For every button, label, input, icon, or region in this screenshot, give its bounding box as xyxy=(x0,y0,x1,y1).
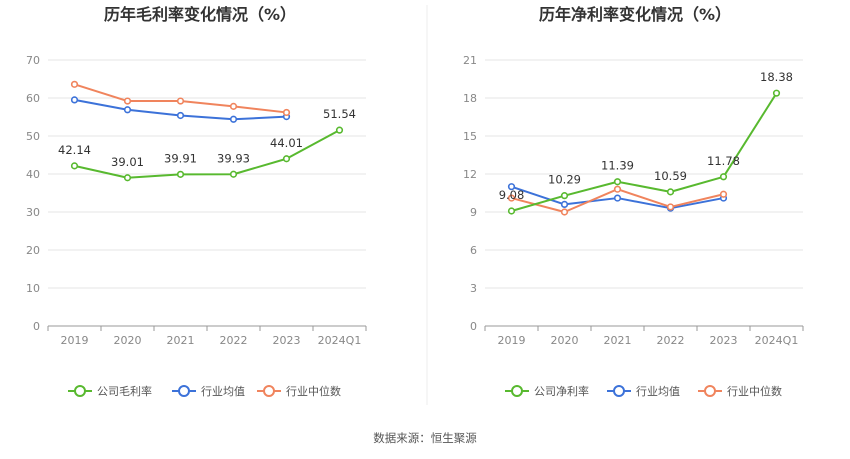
data-point-company xyxy=(123,174,132,182)
y-tick-label: 9 xyxy=(470,206,477,219)
legend-label: 公司毛利率 xyxy=(97,384,152,398)
data-label: 42.14 xyxy=(58,143,91,157)
y-tick-label: 60 xyxy=(26,92,40,105)
series-line-company xyxy=(74,129,340,179)
y-tick-label: 0 xyxy=(33,320,40,333)
data-point-industry_avg xyxy=(613,194,622,202)
x-tick-label: 2020 xyxy=(114,334,142,347)
data-point-industry_median xyxy=(176,97,185,105)
data-label: 18.38 xyxy=(760,70,793,84)
data-point-industry_median xyxy=(282,108,291,117)
data-point-company xyxy=(70,162,79,170)
x-tick-label: 2022 xyxy=(220,334,248,347)
data-point-industry_avg xyxy=(70,96,79,104)
data-point-company xyxy=(282,155,291,163)
x-tick-label: 2022 xyxy=(657,334,685,347)
legend-label: 行业均值 xyxy=(636,385,680,398)
data-label: 11.78 xyxy=(707,154,740,168)
y-tick-label: 3 xyxy=(470,282,477,295)
x-tick-label: 2019 xyxy=(498,334,526,347)
y-tick-label: 10 xyxy=(26,282,40,295)
y-tick-label: 30 xyxy=(26,206,40,219)
data-point-industry_avg xyxy=(560,200,569,208)
data-point-industry_median xyxy=(507,194,516,202)
legend-swatch-marker xyxy=(511,385,523,397)
data-point-industry_median xyxy=(123,97,132,105)
y-tick-label: 18 xyxy=(463,92,477,105)
y-tick-label: 0 xyxy=(470,320,477,333)
data-point-company xyxy=(335,126,344,134)
data-point-industry_avg xyxy=(176,111,185,120)
y-tick-label: 50 xyxy=(26,130,40,143)
data-point-company xyxy=(719,173,728,181)
legend-label: 行业中位数 xyxy=(727,384,782,398)
data-point-industry_median xyxy=(719,190,728,198)
data-point-industry_median xyxy=(70,80,79,88)
data-label: 39.01 xyxy=(111,155,144,169)
data-label: 39.93 xyxy=(217,151,250,165)
data-point-company xyxy=(666,188,675,196)
chart-title: 历年毛利率变化情况（%） xyxy=(104,5,296,24)
data-point-company xyxy=(560,192,569,200)
legend-label: 公司净利率 xyxy=(534,384,589,398)
data-point-industry_median xyxy=(560,208,569,216)
x-tick-label: 2023 xyxy=(273,334,301,347)
data-source: 数据来源：恒生聚源 xyxy=(373,431,477,445)
y-tick-label: 21 xyxy=(463,54,477,67)
data-label: 39.91 xyxy=(164,151,197,165)
x-tick-label: 2021 xyxy=(604,334,632,347)
y-tick-label: 6 xyxy=(470,244,477,257)
series-line-company xyxy=(511,92,778,212)
data-label: 10.59 xyxy=(654,169,687,183)
data-point-industry_avg xyxy=(123,106,132,114)
chart-title: 历年净利率变化情况（%） xyxy=(539,5,731,24)
x-tick-label: 2024Q1 xyxy=(755,334,799,347)
data-label: 10.29 xyxy=(548,173,581,187)
y-tick-label: 15 xyxy=(463,130,477,143)
data-label: 9.08 xyxy=(499,188,525,202)
data-label: 44.01 xyxy=(270,136,303,150)
data-point-company xyxy=(176,170,185,178)
legend-swatch-marker xyxy=(263,385,275,397)
data-point-company xyxy=(507,207,516,215)
data-point-company xyxy=(772,89,781,97)
data-point-industry_avg xyxy=(507,183,516,191)
data-label: 11.39 xyxy=(601,159,634,173)
legend-swatch-marker xyxy=(613,385,625,397)
data-point-company xyxy=(229,170,238,178)
gross-margin-chart: 历年毛利率变化情况（%） 0 10 20 30 40 50 60 70 2019 2020 2021 2… xyxy=(26,5,367,398)
x-tick-label: 2024Q1 xyxy=(318,334,362,347)
y-tick-label: 70 xyxy=(26,54,40,67)
legend-label: 行业均值 xyxy=(201,385,245,398)
x-tick-label: 2019 xyxy=(61,334,89,347)
data-point-company xyxy=(613,178,622,186)
x-tick-label: 2020 xyxy=(551,334,579,347)
net-margin-chart: 历年净利率变化情况（%） 0 3 6 9 12 15 18 21 2019 2020 2021 2022… xyxy=(463,5,804,398)
legend-swatch-marker xyxy=(178,385,190,397)
legend-swatch-marker xyxy=(74,385,86,397)
x-tick-label: 2023 xyxy=(710,334,738,347)
x-tick-label: 2021 xyxy=(167,334,195,347)
y-tick-label: 12 xyxy=(463,168,477,181)
y-tick-label: 20 xyxy=(26,244,40,257)
data-label: 51.54 xyxy=(323,107,356,121)
legend-label: 行业中位数 xyxy=(286,384,341,398)
legend-swatch-marker xyxy=(704,385,716,397)
data-point-industry_median xyxy=(229,102,238,110)
data-point-industry_avg xyxy=(229,115,238,123)
y-tick-label: 40 xyxy=(26,168,40,181)
data-point-industry_median xyxy=(613,185,622,193)
data-point-industry_median xyxy=(666,203,675,211)
